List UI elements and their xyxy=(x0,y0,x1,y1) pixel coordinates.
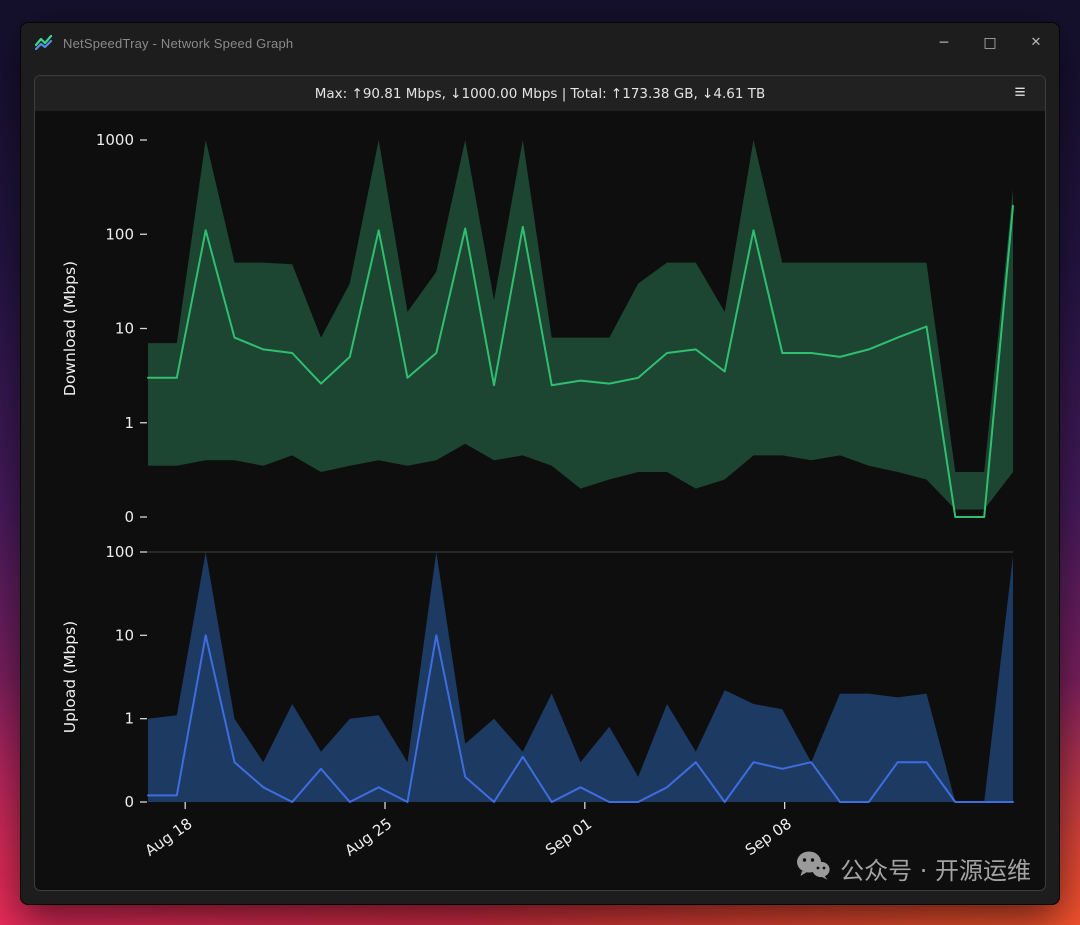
y-tick-label: 0 xyxy=(124,508,134,526)
x-tick-label: Sep 08 xyxy=(742,815,795,860)
close-button[interactable]: ✕ xyxy=(1013,23,1059,63)
network-speed-charts: 0 1 10 100 1000 Download (Mbps) 0 1 10 100 Upload … xyxy=(61,131,1014,860)
window-controls: ─ □ ✕ xyxy=(921,23,1059,63)
upload-peak-range-area xyxy=(148,552,1013,802)
app-icon xyxy=(34,34,53,51)
maximize-button[interactable]: □ xyxy=(967,23,1013,63)
minimize-button[interactable]: ─ xyxy=(921,23,967,63)
wechat-icon xyxy=(796,850,830,886)
stats-summary: Max: ↑90.81 Mbps, ↓1000.00 Mbps | Total:… xyxy=(314,85,766,102)
download-y-axis-label: Download (Mbps) xyxy=(61,261,79,396)
download-speed-line xyxy=(147,204,1014,518)
x-tick-label: Aug 18 xyxy=(142,815,196,860)
window-title: NetSpeedTray - Network Speed Graph xyxy=(63,35,294,51)
hamburger-icon: ≡ xyxy=(1014,82,1026,103)
watermark-text: 公众号 · 开源运维 xyxy=(840,856,1031,885)
title-bar[interactable]: NetSpeedTray - Network Speed Graph ─ □ ✕ xyxy=(21,23,1059,63)
y-tick-label: 1000 xyxy=(96,131,134,149)
hamburger-menu-button[interactable]: ≡ xyxy=(1005,79,1035,107)
download-chart: 0 1 10 100 1000 Download (Mbps) xyxy=(61,131,1014,526)
y-tick-label: 100 xyxy=(105,543,134,561)
y-tick-label: 10 xyxy=(115,626,134,644)
content-panel: Max: ↑90.81 Mbps, ↓1000.00 Mbps | Total:… xyxy=(34,75,1046,891)
watermark: 公众号 · 开源运维 xyxy=(796,850,1031,886)
upload-y-axis-label: Upload (Mbps) xyxy=(61,621,79,733)
upload-speed-line xyxy=(147,634,1014,803)
upload-chart: 0 1 10 100 Upload (Mbps) Aug 18 Aug 25 Sep 01 Se… xyxy=(61,543,1014,860)
app-window: NetSpeedTray - Network Speed Graph ─ □ ✕… xyxy=(20,22,1060,905)
y-tick-label: 1 xyxy=(124,414,134,432)
download-peak-range-area xyxy=(148,140,1013,510)
y-tick-label: 0 xyxy=(124,793,134,811)
x-tick-label: Sep 01 xyxy=(542,815,595,860)
y-tick-label: 100 xyxy=(105,225,134,243)
y-tick-label: 1 xyxy=(124,710,134,728)
y-tick-label: 10 xyxy=(115,320,134,338)
x-tick-label: Aug 25 xyxy=(341,815,395,860)
stats-bar: Max: ↑90.81 Mbps, ↓1000.00 Mbps | Total:… xyxy=(35,76,1045,111)
